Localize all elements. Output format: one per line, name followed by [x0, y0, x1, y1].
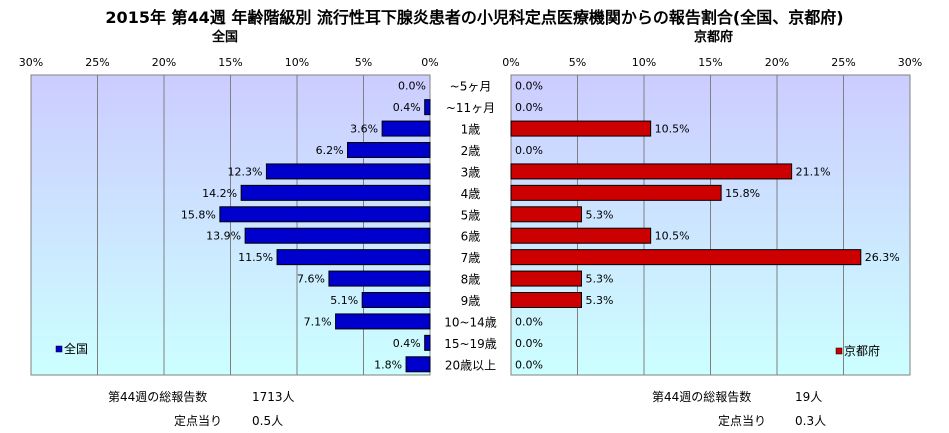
kyoto-per-value: 0.3人	[795, 414, 827, 428]
category-label: 9歳	[461, 294, 481, 308]
bar-national	[276, 249, 431, 266]
data-label-national: 3.6%	[350, 123, 378, 136]
data-label-national: 15.8%	[181, 208, 216, 221]
legend-label-national: 全国	[64, 341, 88, 356]
legend-swatch-kyoto	[835, 347, 843, 355]
bar-national	[347, 142, 431, 158]
bar-kyoto	[510, 120, 652, 137]
category-label: ~11ヶ月	[446, 101, 495, 115]
data-label-national: 12.3%	[227, 165, 262, 178]
category-label: 15~19歳	[444, 337, 497, 351]
x-tick-label: 15%	[218, 56, 242, 69]
bar-national	[244, 227, 431, 244]
data-label-kyoto: 0.0%	[515, 337, 543, 350]
data-label-kyoto: 15.8%	[725, 187, 760, 200]
data-label-national: 1.8%	[374, 358, 402, 371]
kyoto-per-label: 定点当り	[718, 414, 767, 428]
national-per-label: 定点当り	[174, 414, 223, 428]
legend-swatch-national	[55, 345, 63, 353]
data-label-kyoto: 26.3%	[865, 251, 900, 264]
category-label: 2歳	[461, 144, 481, 158]
left-panel-title: 全国	[212, 30, 239, 45]
bar-kyoto	[510, 184, 722, 201]
bar-national	[265, 163, 431, 180]
bar-national	[405, 356, 431, 373]
legend-label-kyoto: 京都府	[844, 343, 880, 358]
kyoto-total-label: 第44週の総報告数	[652, 390, 752, 404]
bar-national	[424, 99, 431, 116]
category-label: 1歳	[461, 123, 481, 137]
x-tick-label: 10%	[285, 56, 309, 69]
x-tick-label: 30%	[898, 56, 922, 69]
data-label-kyoto: 5.3%	[585, 294, 613, 307]
x-tick-label: 20%	[152, 56, 176, 69]
x-tick-label: 25%	[85, 56, 109, 69]
category-label: 7歳	[461, 251, 481, 265]
data-label-national: 5.1%	[330, 294, 358, 307]
bar-kyoto	[510, 270, 582, 287]
bar-national	[381, 120, 431, 137]
x-tick-label: 10%	[632, 56, 656, 69]
x-tick-label: 15%	[698, 56, 722, 69]
x-tick-label: 25%	[831, 56, 855, 69]
category-label: 8歳	[461, 273, 481, 287]
data-label-national: 14.2%	[202, 187, 237, 200]
category-label: 5歳	[461, 208, 481, 222]
national-per-value: 0.5人	[252, 414, 284, 428]
x-tick-label: 20%	[765, 56, 789, 69]
bar-kyoto	[510, 163, 793, 180]
bar-kyoto	[510, 206, 582, 223]
bar-national	[240, 184, 431, 201]
data-label-kyoto: 21.1%	[796, 165, 831, 178]
national-total-label: 第44週の総報告数	[108, 390, 208, 404]
right-panel-title: 京都府	[694, 30, 734, 45]
data-label-kyoto: 10.5%	[655, 230, 690, 243]
bar-national	[328, 270, 431, 287]
category-label: 6歳	[461, 230, 481, 244]
data-label-kyoto: 0.0%	[515, 80, 543, 93]
data-label-kyoto: 10.5%	[655, 123, 690, 136]
data-label-national: 0.0%	[398, 80, 426, 93]
data-label-national: 7.6%	[297, 273, 325, 286]
bar-national	[335, 313, 431, 330]
category-label: ~5ヶ月	[450, 80, 492, 94]
data-label-kyoto: 0.0%	[515, 144, 543, 157]
x-tick-label: 5%	[569, 56, 586, 69]
bar-kyoto	[510, 227, 652, 244]
data-label-kyoto: 0.0%	[515, 315, 543, 328]
data-label-national: 0.4%	[393, 101, 421, 114]
x-tick-label: 0%	[502, 56, 519, 69]
chart-title: 2015年 第44週 年齢階級別 流行性耳下腺炎患者の小児科定点医療機関からの報…	[105, 8, 844, 27]
bar-kyoto	[510, 292, 582, 308]
x-tick-label: 0%	[421, 56, 438, 69]
bar-national	[424, 334, 431, 351]
kyoto-total-value: 19人	[795, 390, 823, 404]
bar-national	[361, 292, 431, 308]
x-tick-label: 5%	[355, 56, 372, 69]
category-label: 4歳	[461, 187, 481, 201]
data-label-national: 0.4%	[393, 337, 421, 350]
national-total-value: 1713人	[252, 390, 295, 404]
category-label: 10~14歳	[444, 315, 497, 329]
data-label-national: 13.9%	[206, 230, 241, 243]
x-tick-label: 30%	[19, 56, 43, 69]
data-label-national: 11.5%	[238, 251, 273, 264]
bar-national	[219, 206, 431, 223]
data-label-national: 7.1%	[304, 315, 332, 328]
data-label-kyoto: 5.3%	[585, 208, 613, 221]
data-label-kyoto: 0.0%	[515, 101, 543, 114]
data-label-national: 6.2%	[316, 144, 344, 157]
bar-kyoto	[510, 249, 862, 266]
category-label: 3歳	[461, 165, 481, 179]
data-label-kyoto: 5.3%	[585, 273, 613, 286]
data-label-kyoto: 0.0%	[515, 358, 543, 371]
category-label: 20歳以上	[445, 358, 496, 372]
